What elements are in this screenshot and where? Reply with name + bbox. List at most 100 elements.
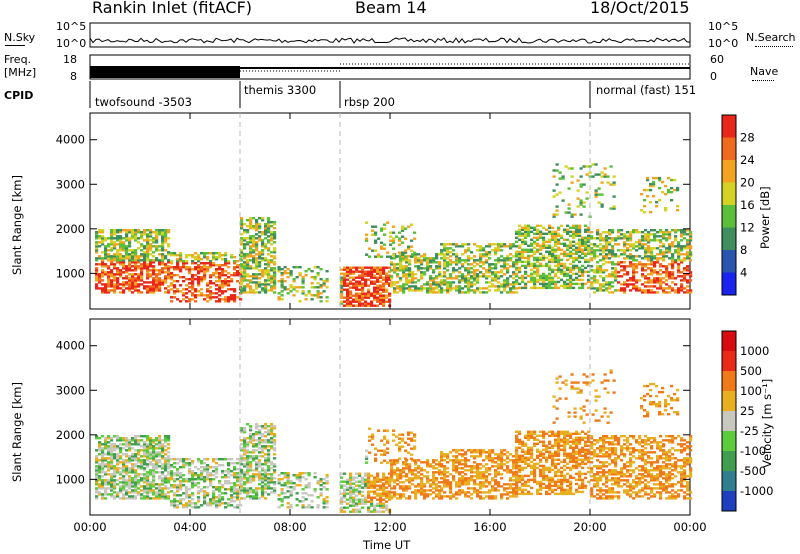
data-cell: [149, 469, 153, 472]
data-cell: [340, 276, 344, 279]
data-cell: [243, 437, 247, 440]
data-cell: [343, 300, 347, 303]
data-cell: [221, 280, 225, 283]
data-cell: [236, 274, 240, 277]
data-cell: [367, 474, 371, 477]
data-cell: [258, 265, 262, 268]
data-cell: [249, 219, 253, 222]
data-cell: [236, 480, 240, 483]
data-cell: [355, 282, 359, 285]
data-cell: [608, 273, 612, 276]
data-cell: [173, 474, 177, 477]
data-cell: [101, 287, 105, 290]
data-cell: [155, 231, 159, 234]
data-cell: [340, 300, 344, 303]
data-cell: [170, 282, 174, 285]
data-cell: [383, 227, 387, 230]
data-cell: [264, 283, 268, 286]
data-cell: [243, 247, 247, 250]
data-cell: [206, 486, 210, 489]
data-cell: [176, 488, 180, 491]
data-cell: [608, 285, 612, 288]
data-cell: [173, 286, 177, 289]
data-cell: [385, 496, 389, 499]
data-cell: [249, 427, 253, 430]
data-cell: [411, 479, 415, 482]
data-cell: [158, 443, 162, 446]
data-cell: [322, 506, 326, 509]
data-cell: [405, 257, 409, 260]
data-cell: [600, 171, 604, 174]
data-cell: [104, 487, 108, 490]
data-cell: [243, 285, 247, 288]
data-cell: [569, 262, 573, 266]
data-cell: [581, 272, 585, 276]
data-cell: [497, 285, 501, 288]
data-cell: [503, 243, 507, 246]
data-cell: [376, 286, 380, 289]
data-cell: [644, 257, 648, 260]
noise-trace: [89, 36, 691, 44]
data-cell: [506, 279, 510, 282]
data-cell: [243, 267, 247, 270]
data-cell: [258, 263, 262, 266]
data-cell: [361, 304, 365, 307]
data-cell: [632, 271, 636, 274]
data-cell: [206, 470, 210, 473]
data-cell: [107, 277, 111, 280]
data-cell: [176, 486, 180, 489]
data-cell: [652, 176, 656, 180]
data-cell: [146, 475, 150, 478]
data-cell: [298, 476, 302, 479]
data-cell: [530, 276, 534, 280]
data-cell: [258, 429, 262, 432]
data-cell: [322, 284, 326, 287]
data-cell: [194, 256, 198, 259]
data-cell: [122, 263, 126, 266]
data-cell: [593, 253, 597, 256]
data-cell: [358, 288, 362, 291]
data-cell: [125, 461, 129, 464]
data-cell: [203, 466, 207, 469]
data-cell: [527, 250, 531, 253]
data-cell: [560, 252, 564, 256]
data-cell: [110, 241, 114, 244]
data-cell: [134, 457, 138, 460]
data-cell: [304, 492, 308, 495]
data-cell: [358, 502, 362, 505]
data-cell: [134, 281, 138, 284]
data-cell: [566, 230, 570, 233]
data-cell: [277, 498, 281, 501]
data-cell: [665, 287, 669, 290]
data-cell: [167, 439, 171, 442]
data-cell: [567, 211, 571, 214]
data-cell: [689, 251, 693, 254]
data-cell: [346, 290, 350, 293]
data-cell: [542, 258, 546, 262]
data-cell: [476, 245, 480, 248]
data-cell: [584, 246, 588, 249]
data-cell: [643, 199, 647, 202]
data-cell: [164, 475, 168, 478]
data-cell: [113, 469, 117, 472]
data-cell: [539, 264, 543, 268]
data-cell: [533, 236, 537, 239]
data-cell: [635, 259, 639, 262]
data-cell: [683, 247, 687, 250]
data-cell: [270, 467, 274, 470]
data-cell: [158, 233, 162, 236]
data-cell: [218, 480, 222, 483]
data-cell: [206, 468, 210, 471]
data-cell: [617, 255, 621, 258]
data-cell: [652, 195, 656, 198]
data-cell: [614, 267, 618, 270]
data-cell: [255, 281, 259, 284]
data-cell: [128, 257, 132, 260]
data-cell: [667, 188, 671, 192]
data-cell: [267, 217, 271, 220]
data-cell: [134, 237, 138, 240]
data-cell: [249, 259, 253, 262]
data-cell: [215, 270, 219, 273]
data-cell: [653, 269, 657, 272]
data-cell: [656, 235, 660, 238]
